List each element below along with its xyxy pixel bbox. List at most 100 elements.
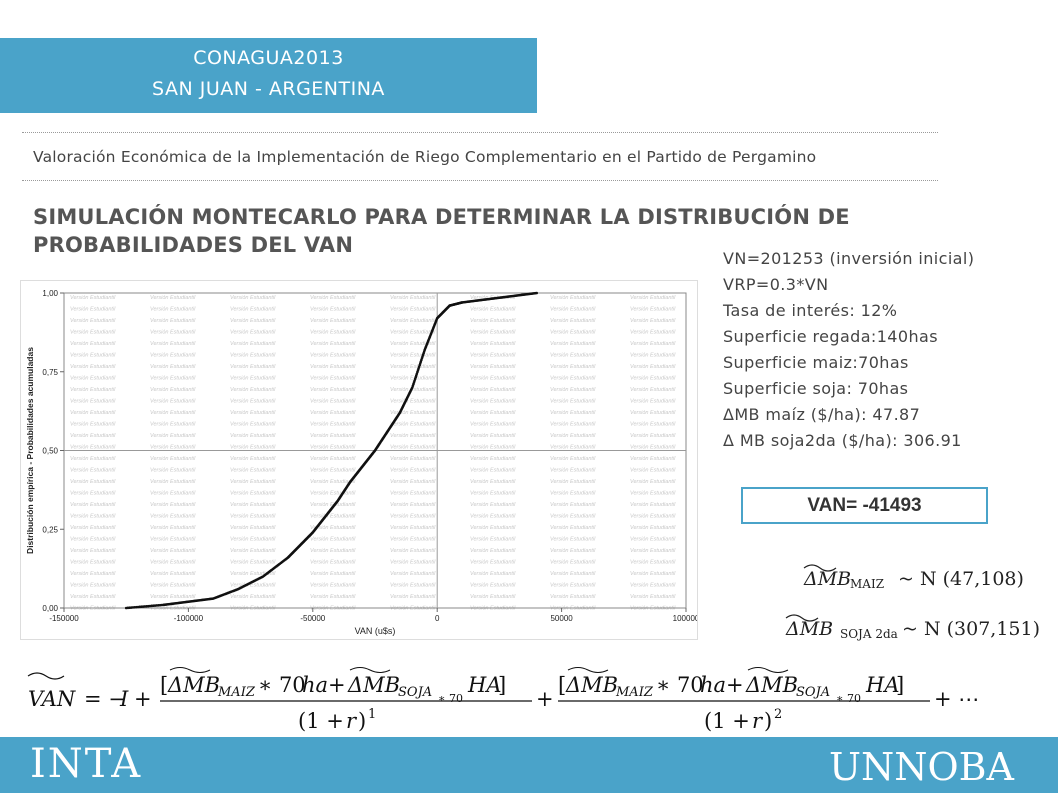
watermark-text: Versión Estudiantil xyxy=(310,330,356,336)
watermark-text: Versión Estudiantil xyxy=(310,318,356,324)
watermark-text: Versión Estudiantil xyxy=(470,341,516,347)
watermark-text: Versión Estudiantil xyxy=(230,433,276,439)
watermark-text: Versión Estudiantil xyxy=(550,295,596,301)
watermark-text: Versión Estudiantil xyxy=(230,295,276,301)
watermark-text: Versión Estudiantil xyxy=(390,445,436,451)
watermark-text: Versión Estudiantil xyxy=(70,353,116,359)
watermark-text: Versión Estudiantil xyxy=(550,571,596,577)
watermark-text: Versión Estudiantil xyxy=(550,399,596,405)
watermark-text: Versión Estudiantil xyxy=(550,307,596,313)
watermark-text: Versión Estudiantil xyxy=(470,583,516,589)
watermark-text: Versión Estudiantil xyxy=(230,479,276,485)
watermark-text: Versión Estudiantil xyxy=(550,341,596,347)
watermark-text: Versión Estudiantil xyxy=(390,341,436,347)
watermark-text: Versión Estudiantil xyxy=(550,364,596,370)
watermark-text: Versión Estudiantil xyxy=(150,548,196,554)
watermark-text: Versión Estudiantil xyxy=(70,318,116,324)
watermark-text: Versión Estudiantil xyxy=(630,387,676,393)
watermark-text: Versión Estudiantil xyxy=(150,410,196,416)
watermark-text: Versión Estudiantil xyxy=(70,491,116,497)
watermark-text: Versión Estudiantil xyxy=(470,456,516,462)
watermark-text: Versión Estudiantil xyxy=(310,445,356,451)
watermark-text: Versión Estudiantil xyxy=(550,456,596,462)
watermark-text: Versión Estudiantil xyxy=(470,410,516,416)
soja-lhs: ΔMB xyxy=(785,618,833,640)
watermark-text: Versión Estudiantil xyxy=(310,468,356,474)
svg-text:r: r xyxy=(346,709,358,733)
watermark-text: Versión Estudiantil xyxy=(150,583,196,589)
watermark-text: Versión Estudiantil xyxy=(390,433,436,439)
svg-text:+: + xyxy=(328,673,346,697)
watermark-text: Versión Estudiantil xyxy=(470,479,516,485)
watermark-text: Versión Estudiantil xyxy=(70,456,116,462)
watermark-text: Versión Estudiantil xyxy=(230,341,276,347)
watermark-text: Versión Estudiantil xyxy=(310,583,356,589)
watermark-text: Versión Estudiantil xyxy=(390,525,436,531)
watermark-text: Versión Estudiantil xyxy=(550,318,596,324)
watermark-text: Versión Estudiantil xyxy=(310,399,356,405)
watermark-text: Versión Estudiantil xyxy=(310,376,356,382)
watermark-text: Versión Estudiantil xyxy=(470,537,516,543)
soja-rhs: ~ N (307,151) xyxy=(902,618,1040,640)
watermark-text: Versión Estudiantil xyxy=(310,353,356,359)
y-tick-label: 0,00 xyxy=(42,604,58,613)
svg-text:∗ 70: ∗ 70 xyxy=(438,692,463,705)
watermark-text: Versión Estudiantil xyxy=(630,330,676,336)
watermark-text: Versión Estudiantil xyxy=(550,514,596,520)
param-line: Superficie soja: 70has xyxy=(723,379,909,398)
watermark-text: Versión Estudiantil xyxy=(150,571,196,577)
svg-text:+: + xyxy=(726,673,744,697)
y-tick-label: 0,50 xyxy=(42,447,58,456)
svg-text:SOJA: SOJA xyxy=(398,685,432,700)
watermark-text: Versión Estudiantil xyxy=(230,525,276,531)
svg-text:]: ] xyxy=(498,673,506,697)
watermark-text: Versión Estudiantil xyxy=(550,491,596,497)
watermark-text: Versión Estudiantil xyxy=(150,307,196,313)
y-axis-label: Distribución empírica - Probabilidades a… xyxy=(25,347,35,554)
watermark-text: Versión Estudiantil xyxy=(70,410,116,416)
slide-title: SIMULACIÓN MONTECARLO PARA DETERMINAR LA… xyxy=(33,205,850,257)
watermark-text: Versión Estudiantil xyxy=(550,583,596,589)
watermark-text: Versión Estudiantil xyxy=(310,433,356,439)
svg-text:MAIZ: MAIZ xyxy=(615,685,654,700)
watermark-text: Versión Estudiantil xyxy=(310,571,356,577)
svg-text:= −: = − xyxy=(84,687,126,711)
watermark-text: Versión Estudiantil xyxy=(630,353,676,359)
watermark-text: Versión Estudiantil xyxy=(390,468,436,474)
watermark-text: Versión Estudiantil xyxy=(150,433,196,439)
svg-text:ΔMB: ΔMB xyxy=(347,673,400,697)
watermark-text: Versión Estudiantil xyxy=(70,560,116,566)
x-tick-label: 100000 xyxy=(673,614,697,623)
watermark-text: Versión Estudiantil xyxy=(550,479,596,485)
watermark-text: Versión Estudiantil xyxy=(470,514,516,520)
watermark-text: Versión Estudiantil xyxy=(630,295,676,301)
watermark-text: Versión Estudiantil xyxy=(230,456,276,462)
divider-top xyxy=(22,132,938,133)
watermark-text: Versión Estudiantil xyxy=(70,525,116,531)
watermark-text: Versión Estudiantil xyxy=(630,468,676,474)
watermark-text: Versión Estudiantil xyxy=(230,422,276,428)
watermark-text: Versión Estudiantil xyxy=(70,594,116,600)
watermark-text: Versión Estudiantil xyxy=(550,537,596,543)
svg-text:+: + xyxy=(536,687,554,711)
watermark-text: Versión Estudiantil xyxy=(70,433,116,439)
watermark-text: Versión Estudiantil xyxy=(310,560,356,566)
watermark-text: Versión Estudiantil xyxy=(390,514,436,520)
watermark-text: Versión Estudiantil xyxy=(310,364,356,370)
watermark-text: Versión Estudiantil xyxy=(390,560,436,566)
watermark-text: Versión Estudiantil xyxy=(230,318,276,324)
watermark-text: Versión Estudiantil xyxy=(70,422,116,428)
watermark-text: Versión Estudiantil xyxy=(470,353,516,359)
watermark-text: Versión Estudiantil xyxy=(230,387,276,393)
watermark-text: Versión Estudiantil xyxy=(70,479,116,485)
watermark-text: Versión Estudiantil xyxy=(470,502,516,508)
svg-text:ha: ha xyxy=(302,673,328,697)
watermark-text: Versión Estudiantil xyxy=(390,594,436,600)
watermark-text: Versión Estudiantil xyxy=(470,525,516,531)
svg-text:2: 2 xyxy=(774,707,782,722)
watermark-text: Versión Estudiantil xyxy=(470,571,516,577)
inta-logo: INTA xyxy=(30,741,143,787)
watermark-text: Versión Estudiantil xyxy=(70,548,116,554)
watermark-text: Versión Estudiantil xyxy=(150,479,196,485)
maiz-lhs: ΔMB xyxy=(803,568,851,590)
